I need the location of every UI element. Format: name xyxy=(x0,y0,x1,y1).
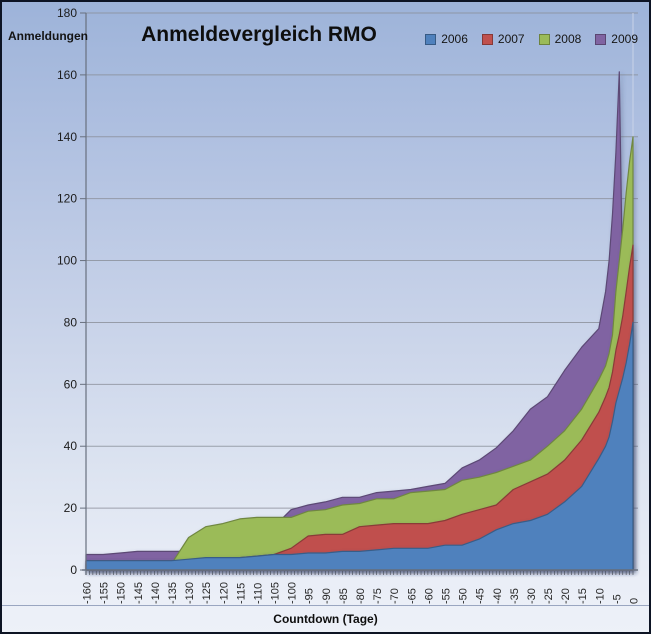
y-tick-label-0: 0 xyxy=(70,563,77,577)
x-tick-label--115: -115 xyxy=(235,583,247,604)
x-tick-label--160: -160 xyxy=(82,582,94,604)
y-tick-label-20: 20 xyxy=(64,501,78,515)
x-tick-label--130: -130 xyxy=(184,582,196,604)
x-tick-label--135: -135 xyxy=(167,582,179,604)
legend-label-2007: 2007 xyxy=(497,32,525,46)
x-tick-label--25: -25 xyxy=(543,588,555,604)
y-tick-label-100: 100 xyxy=(57,254,77,268)
legend: 2006 2007 2008 2009 xyxy=(425,32,638,46)
x-tick-label--110: -110 xyxy=(252,583,264,604)
x-tick-label--105: -105 xyxy=(270,582,282,604)
x-tick-label--100: -100 xyxy=(287,582,299,604)
legend-label-2009: 2009 xyxy=(611,32,638,46)
y-tick-label-180: 180 xyxy=(57,6,77,20)
x-tick-label--50: -50 xyxy=(458,588,470,604)
x-tick-label--15: -15 xyxy=(577,588,589,604)
x-tick-label--55: -55 xyxy=(440,588,452,604)
x-axis-title-strip: Countdown (Tage) xyxy=(2,605,649,626)
legend-item-2008[interactable]: 2008 xyxy=(538,32,582,46)
x-tick-label--70: -70 xyxy=(389,588,401,604)
legend-swatch-2008 xyxy=(538,33,550,45)
x-tick-label--85: -85 xyxy=(338,588,350,604)
x-tick-label--155: -155 xyxy=(99,582,111,604)
x-tick-label--90: -90 xyxy=(321,588,333,604)
x-tick-label--10: -10 xyxy=(594,588,606,604)
y-tick-label-60: 60 xyxy=(64,377,78,391)
y-tick-label-160: 160 xyxy=(57,68,77,82)
x-tick-label--20: -20 xyxy=(560,588,572,604)
legend-swatch-2006 xyxy=(425,33,437,45)
legend-label-2008: 2008 xyxy=(554,32,582,46)
x-tick-label--45: -45 xyxy=(475,588,487,604)
x-tick-label--5: -5 xyxy=(611,594,623,604)
x-tick-label--60: -60 xyxy=(423,588,435,604)
x-tick-label--75: -75 xyxy=(372,588,384,604)
y-tick-label-120: 120 xyxy=(57,192,77,206)
x-tick-label--145: -145 xyxy=(133,582,145,604)
legend-item-2009[interactable]: 2009 xyxy=(595,32,638,46)
y-axis-title: Anmeldungen xyxy=(8,29,88,43)
legend-item-2006[interactable]: 2006 xyxy=(425,32,468,46)
chart-title[interactable]: Anmeldevergleich RMO xyxy=(141,23,377,46)
x-tick-label--65: -65 xyxy=(406,588,418,604)
y-tick-label-140: 140 xyxy=(57,130,77,144)
legend-item-2007[interactable]: 2007 xyxy=(481,32,525,46)
area-series-2006[interactable] xyxy=(85,321,634,571)
legend-label-2006: 2006 xyxy=(441,32,468,46)
x-tick-label--150: -150 xyxy=(116,582,128,604)
y-tick-label-40: 40 xyxy=(64,439,78,453)
legend-swatch-2007 xyxy=(481,33,493,45)
x-axis-title: Countdown (Tage) xyxy=(273,612,378,626)
y-tick-label-80: 80 xyxy=(64,315,78,329)
x-tick-label--125: -125 xyxy=(201,582,213,604)
x-tick-label--120: -120 xyxy=(218,582,230,604)
x-tick-label-0: 0 xyxy=(629,598,641,604)
x-tick-label--40: -40 xyxy=(492,588,504,604)
x-tick-label--35: -35 xyxy=(509,588,521,604)
x-tick-label--80: -80 xyxy=(355,588,367,604)
x-tick-label--95: -95 xyxy=(304,588,316,604)
x-tick-label--140: -140 xyxy=(150,582,162,604)
legend-swatch-2009 xyxy=(595,33,607,45)
x-tick-label--30: -30 xyxy=(526,588,538,604)
